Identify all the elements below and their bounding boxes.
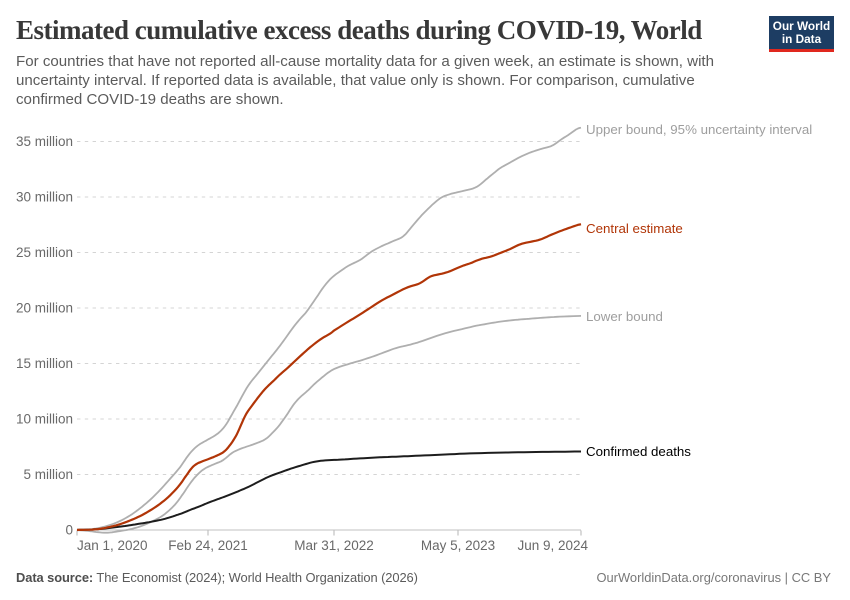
svg-text:Lower bound: Lower bound <box>586 309 663 324</box>
svg-text:10 million: 10 million <box>16 412 73 427</box>
svg-text:Mar 31, 2022: Mar 31, 2022 <box>294 538 374 553</box>
svg-text:Upper bound, 95% uncertainty i: Upper bound, 95% uncertainty interval <box>586 122 812 137</box>
svg-text:0: 0 <box>65 523 73 538</box>
svg-text:Confirmed deaths: Confirmed deaths <box>586 444 691 459</box>
svg-text:15 million: 15 million <box>16 356 73 371</box>
svg-text:30 million: 30 million <box>16 190 73 205</box>
svg-text:Central estimate: Central estimate <box>586 221 683 236</box>
svg-text:25 million: 25 million <box>16 245 73 260</box>
svg-text:35 million: 35 million <box>16 134 73 149</box>
svg-text:May 5, 2023: May 5, 2023 <box>421 538 495 553</box>
svg-text:20 million: 20 million <box>16 301 73 316</box>
svg-text:5 million: 5 million <box>23 467 73 482</box>
svg-text:Jan 1, 2020: Jan 1, 2020 <box>77 538 148 553</box>
svg-text:Feb 24, 2021: Feb 24, 2021 <box>168 538 248 553</box>
svg-text:Jun 9, 2024: Jun 9, 2024 <box>517 538 588 553</box>
